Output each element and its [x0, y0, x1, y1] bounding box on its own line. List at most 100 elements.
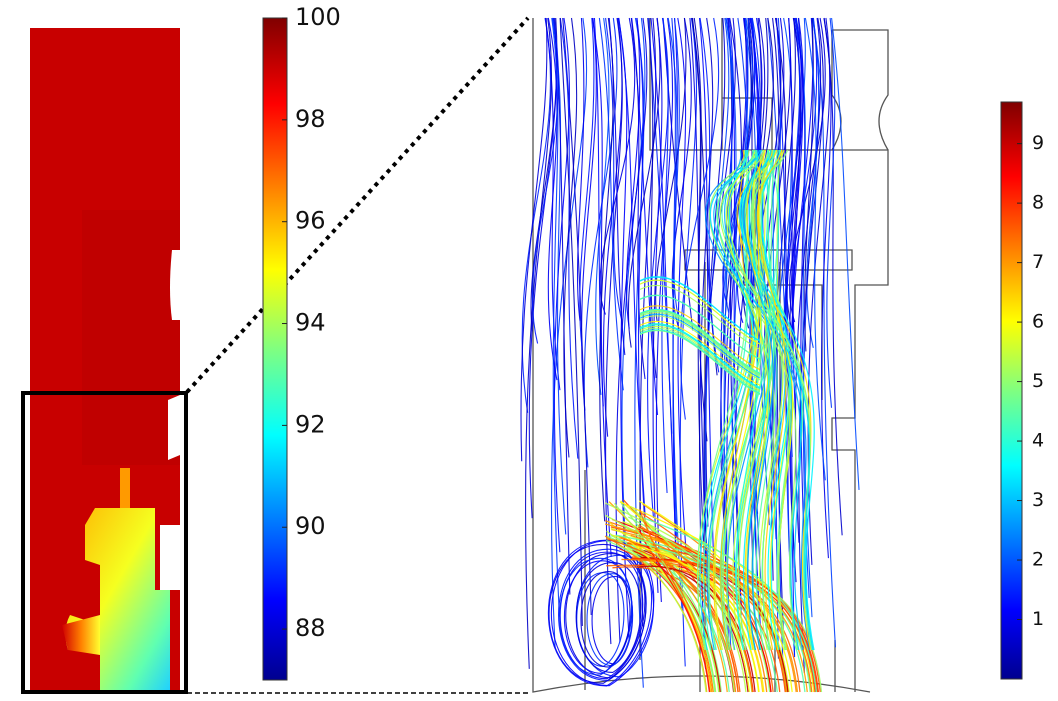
streamline	[593, 17, 604, 407]
streamline	[639, 311, 761, 377]
streamline	[639, 315, 761, 381]
streamline	[798, 17, 824, 674]
temperature-field	[30, 28, 180, 692]
streamline	[639, 325, 761, 391]
streamline	[639, 509, 714, 693]
streamline	[726, 149, 764, 651]
streamline	[639, 305, 761, 371]
streamline	[639, 276, 761, 342]
streamline	[727, 149, 791, 651]
streamline	[826, 17, 836, 408]
streamline	[823, 17, 843, 536]
tick-label: 7	[1032, 251, 1044, 273]
streamline	[689, 17, 707, 575]
streamline	[605, 17, 623, 321]
streamline	[708, 149, 780, 651]
streamline	[732, 149, 783, 651]
streamline	[679, 17, 698, 667]
streamline	[598, 17, 624, 391]
tick-label: 4	[1032, 430, 1044, 452]
streamline	[608, 17, 626, 356]
tick-label: 88	[295, 614, 326, 642]
tick-label: 94	[295, 309, 326, 337]
streamline	[639, 294, 761, 360]
streamline	[640, 542, 778, 693]
streamline	[559, 17, 583, 626]
streamline	[804, 17, 826, 481]
streamline	[743, 149, 774, 651]
streamline	[563, 17, 578, 458]
tick-label: 1	[1032, 608, 1044, 630]
streamline	[754, 17, 785, 593]
colorbar	[262, 17, 288, 681]
tick-label: 5	[1032, 370, 1044, 392]
tick-label: 2	[1032, 549, 1044, 571]
streamline	[559, 17, 579, 459]
streamline	[635, 545, 760, 693]
streamline	[652, 17, 663, 593]
streamline	[604, 523, 808, 693]
streamline	[618, 17, 646, 516]
streamline	[704, 17, 730, 618]
streamline	[627, 17, 661, 348]
streamline	[751, 149, 804, 651]
streamline	[693, 17, 706, 570]
streamline	[550, 540, 655, 687]
streamline	[591, 17, 612, 557]
streamline	[608, 538, 741, 693]
streamline	[639, 327, 761, 393]
streamline	[625, 17, 641, 329]
streamline	[639, 279, 761, 345]
streamline	[639, 284, 761, 350]
tick-label: 100	[295, 3, 341, 31]
streamline	[580, 570, 631, 668]
streamline	[661, 17, 669, 494]
tick-label: 90	[295, 512, 326, 540]
streamline	[722, 17, 756, 304]
streamline	[562, 17, 592, 615]
streamline	[639, 530, 711, 693]
streamline	[520, 17, 548, 462]
streamline	[789, 17, 826, 323]
streamline	[579, 17, 595, 347]
streamline	[722, 149, 779, 651]
streamline	[606, 530, 707, 693]
streamline	[547, 539, 653, 687]
colorbar	[1000, 101, 1023, 680]
streamline	[611, 534, 765, 693]
streamline	[639, 323, 761, 389]
streamline	[756, 149, 787, 651]
streamline-plot	[520, 17, 889, 693]
streamline	[639, 329, 761, 395]
streamline	[639, 308, 761, 374]
streamline	[559, 557, 633, 676]
streamline	[677, 17, 687, 548]
tick-label: 8	[1032, 192, 1044, 214]
streamline	[548, 543, 646, 684]
streamline	[792, 17, 804, 381]
streamline	[703, 17, 736, 546]
streamline	[620, 502, 722, 693]
streamline	[735, 149, 775, 651]
streamline	[716, 149, 813, 651]
streamline	[583, 17, 618, 468]
tick-label: 98	[295, 105, 326, 133]
streamline	[697, 149, 749, 651]
streamline	[802, 17, 820, 598]
streamline	[639, 330, 761, 396]
streamline	[742, 149, 770, 651]
zoom-box	[21, 391, 188, 694]
streamline	[615, 17, 648, 643]
streamline	[639, 310, 761, 376]
streamline	[551, 17, 560, 617]
streamline	[831, 17, 860, 490]
streamline	[575, 562, 642, 674]
streamline	[698, 17, 714, 669]
streamline	[605, 17, 623, 645]
streamline	[703, 149, 756, 651]
streamline	[811, 17, 837, 648]
zoom-line	[185, 16, 530, 394]
tick-label: 3	[1032, 489, 1044, 511]
streamline	[639, 320, 761, 386]
